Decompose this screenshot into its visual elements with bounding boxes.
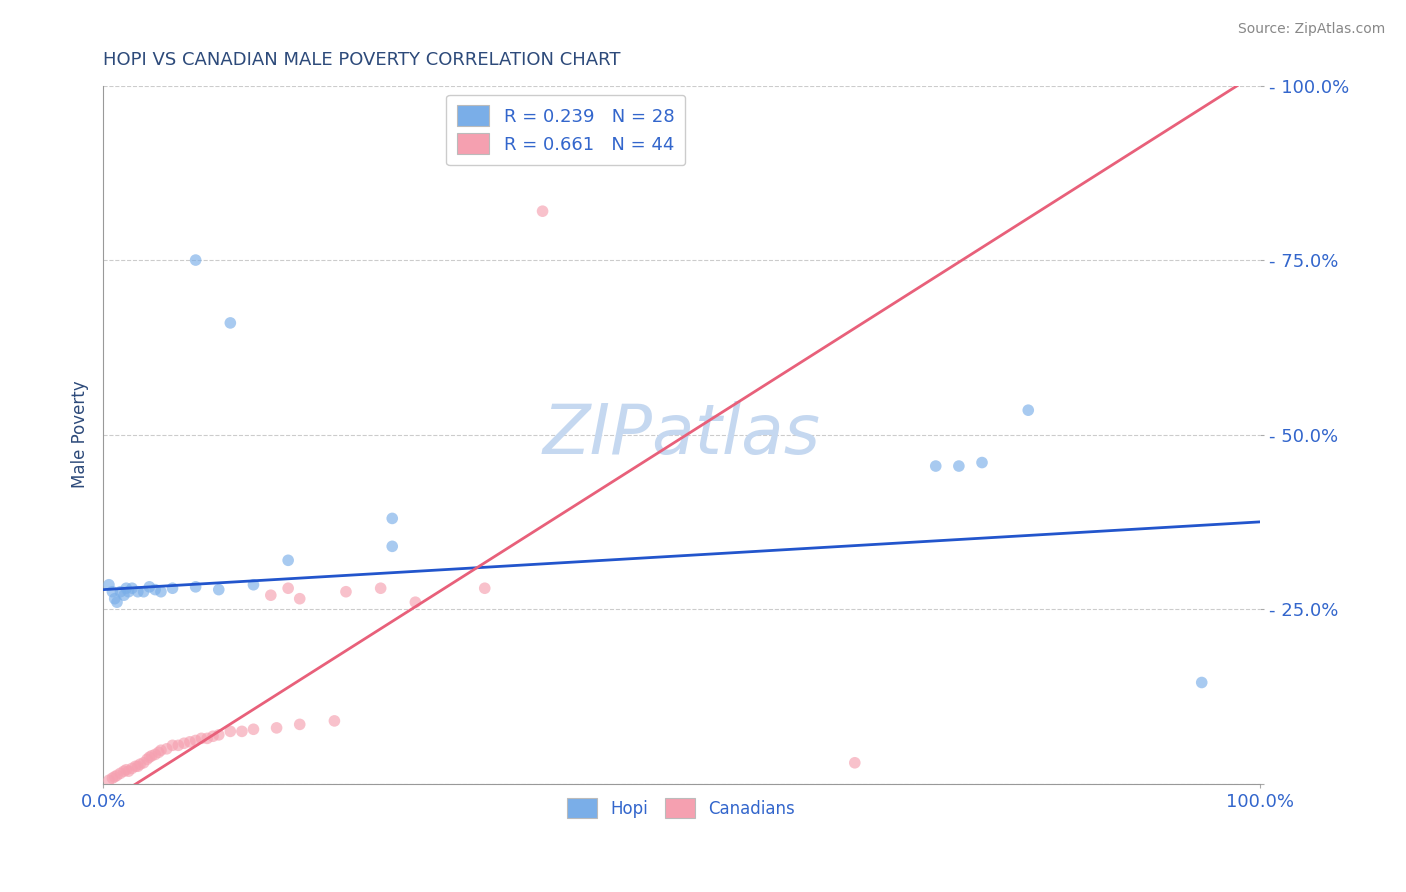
- Point: [231, 724, 253, 739]
- Point: [105, 768, 128, 782]
- Point: [156, 741, 179, 756]
- Point: [323, 714, 346, 728]
- Point: [179, 735, 201, 749]
- Point: [149, 584, 172, 599]
- Point: [117, 764, 139, 779]
- Point: [143, 582, 166, 597]
- Text: Source: ZipAtlas.com: Source: ZipAtlas.com: [1237, 22, 1385, 37]
- Point: [844, 756, 866, 770]
- Point: [219, 316, 242, 330]
- Point: [136, 752, 159, 766]
- Point: [143, 747, 166, 762]
- Point: [184, 253, 207, 268]
- Point: [104, 591, 127, 606]
- Point: [970, 456, 993, 470]
- Point: [288, 717, 311, 731]
- Point: [925, 458, 948, 473]
- Point: [148, 745, 170, 759]
- Point: [117, 584, 139, 599]
- Point: [129, 757, 152, 772]
- Point: [162, 581, 184, 595]
- Text: HOPI VS CANADIAN MALE POVERTY CORRELATION CHART: HOPI VS CANADIAN MALE POVERTY CORRELATIO…: [103, 51, 620, 69]
- Point: [115, 581, 138, 595]
- Point: [260, 588, 283, 602]
- Point: [121, 761, 143, 775]
- Point: [1191, 675, 1213, 690]
- Point: [242, 578, 264, 592]
- Point: [149, 743, 172, 757]
- Point: [195, 731, 218, 746]
- Point: [138, 580, 160, 594]
- Legend: Hopi, Canadians: Hopi, Canadians: [561, 792, 801, 824]
- Point: [97, 578, 120, 592]
- Point: [381, 511, 404, 525]
- Point: [110, 766, 132, 780]
- Point: [184, 733, 207, 747]
- Point: [101, 584, 124, 599]
- Point: [266, 721, 288, 735]
- Point: [370, 581, 392, 595]
- Point: [110, 584, 132, 599]
- Point: [121, 581, 143, 595]
- Point: [277, 553, 299, 567]
- Point: [1017, 403, 1039, 417]
- Point: [141, 748, 163, 763]
- Point: [127, 584, 149, 599]
- Point: [127, 759, 149, 773]
- Point: [132, 584, 155, 599]
- Point: [208, 728, 231, 742]
- Point: [474, 581, 496, 595]
- Point: [132, 756, 155, 770]
- Point: [101, 771, 124, 785]
- Point: [531, 204, 554, 219]
- Point: [201, 729, 224, 743]
- Point: [219, 724, 242, 739]
- Point: [115, 763, 138, 777]
- Point: [288, 591, 311, 606]
- Point: [184, 580, 207, 594]
- Point: [335, 584, 357, 599]
- Point: [105, 595, 128, 609]
- Point: [167, 739, 190, 753]
- Point: [242, 723, 264, 737]
- Point: [124, 759, 146, 773]
- Point: [173, 736, 195, 750]
- Text: ZIPatlas: ZIPatlas: [543, 401, 820, 468]
- Point: [190, 731, 212, 746]
- Point: [948, 458, 970, 473]
- Point: [104, 770, 127, 784]
- Point: [208, 582, 231, 597]
- Y-axis label: Male Poverty: Male Poverty: [72, 381, 89, 489]
- Point: [138, 750, 160, 764]
- Point: [97, 773, 120, 788]
- Point: [277, 581, 299, 595]
- Point: [162, 739, 184, 753]
- Point: [112, 588, 135, 602]
- Point: [381, 539, 404, 553]
- Point: [404, 595, 426, 609]
- Point: [112, 764, 135, 779]
